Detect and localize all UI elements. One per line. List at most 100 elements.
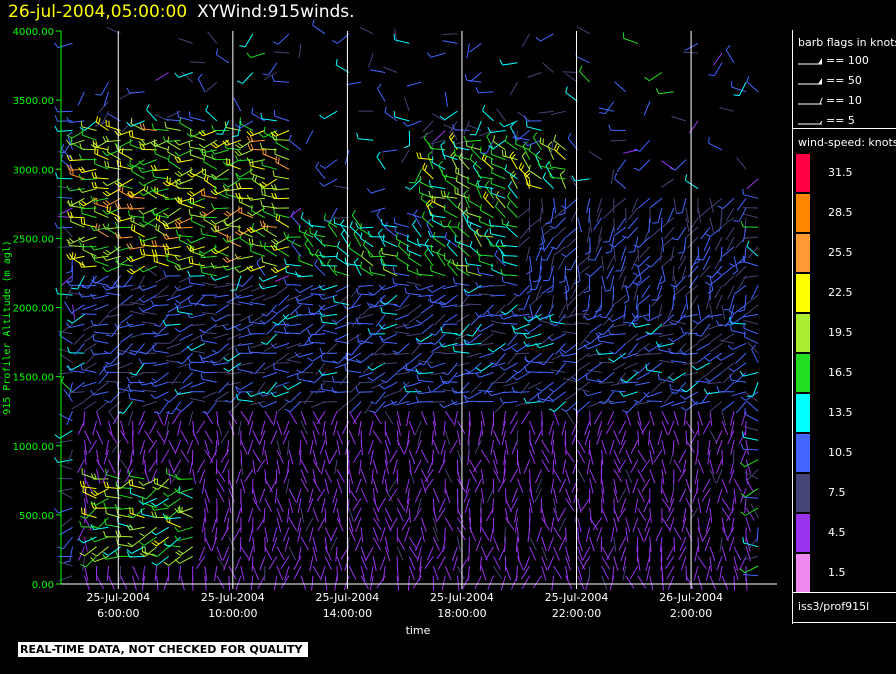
barb-flag (404, 287, 407, 294)
wind-barb (154, 381, 169, 387)
barb-flag (345, 352, 352, 356)
wind-barb (159, 401, 170, 414)
wind-barb (589, 469, 597, 484)
wind-barb (509, 420, 518, 435)
barb-flag (595, 332, 600, 338)
wind-barb (745, 488, 759, 498)
wind-barb (77, 91, 85, 106)
wind-barb (516, 372, 530, 381)
barb-flag (633, 399, 640, 403)
barb-flag (565, 86, 568, 93)
barb-flag (308, 379, 315, 384)
barb-flag (463, 135, 467, 142)
wind-barb (677, 256, 687, 270)
wind-barb (249, 197, 265, 201)
wind-barb (213, 294, 229, 298)
barb-flag (234, 253, 239, 260)
wind-barb (144, 526, 158, 537)
wind-barb (267, 381, 278, 395)
wind-barb (252, 179, 266, 190)
barb-flag (486, 131, 492, 137)
wind-barb (250, 226, 266, 234)
barb-flag (236, 283, 243, 287)
barb-flag (81, 166, 86, 173)
wind-barb (550, 369, 566, 373)
barb-flag (441, 169, 444, 176)
wind-barb (204, 488, 211, 503)
barb-flag (444, 232, 447, 239)
wind-barb (238, 301, 253, 306)
wind-barb (661, 575, 665, 591)
wind-barb (322, 389, 338, 393)
wind-barb (189, 61, 205, 64)
wind-barb (649, 207, 652, 223)
wind-barb (275, 236, 290, 245)
barb-flag (278, 215, 281, 222)
wind-barb (532, 137, 543, 151)
wind-barb (312, 459, 321, 473)
barb-flag (509, 151, 515, 157)
barb-flag (643, 391, 649, 398)
wind-barb (57, 196, 73, 199)
barb-flag (376, 151, 381, 158)
barb-flag (393, 33, 396, 40)
wind-barb (348, 478, 351, 494)
wind-barb (613, 294, 627, 305)
wind-barb (469, 362, 482, 373)
barb-flag (66, 164, 70, 171)
wind-barb (551, 440, 555, 456)
wind-barb (529, 449, 536, 464)
wind-barb (70, 173, 85, 180)
wind-barb (515, 143, 530, 151)
barb-flag (261, 181, 268, 186)
wind-barb (586, 198, 591, 214)
wind-barb (636, 372, 651, 381)
barb-flag (153, 324, 160, 327)
barb-flag (261, 188, 263, 195)
barb-flag (146, 104, 150, 111)
wind-barb (682, 51, 699, 54)
wind-barb (203, 139, 218, 149)
wind-barb (288, 410, 298, 425)
wind-barb (589, 507, 593, 523)
wind-barb (94, 555, 109, 563)
wind-barb (324, 159, 338, 169)
wind-barb (638, 275, 651, 286)
wind-barb (479, 498, 482, 514)
barb-flag (174, 157, 179, 163)
barb-flag (105, 190, 111, 195)
wind-barb (746, 178, 759, 190)
wind-barb (553, 488, 558, 504)
wind-barb (96, 411, 102, 426)
wind-barb (743, 496, 759, 499)
wind-barb (273, 323, 290, 326)
wind-barb (430, 301, 446, 306)
wind-barb (592, 217, 603, 231)
wind-barb (181, 401, 194, 412)
barb-flag (740, 462, 746, 468)
wind-barb (618, 536, 627, 551)
barb-flag (708, 137, 710, 144)
wind-barb (505, 565, 512, 581)
barb-flag (506, 201, 511, 208)
wind-barb (432, 342, 446, 352)
wind-barb (165, 119, 181, 122)
wind-barb (164, 411, 170, 426)
wind-barb (502, 274, 518, 277)
wind-barb (190, 116, 205, 122)
wind-barb (685, 478, 692, 494)
wind-barb (742, 227, 747, 243)
wind-barb (456, 180, 470, 190)
barb-flag (174, 303, 179, 309)
wind-barb (539, 313, 554, 321)
barb-flag (254, 175, 257, 182)
wind-barb (487, 575, 494, 590)
wind-barb (370, 449, 374, 465)
barb-flag (103, 251, 109, 256)
wind-barb (93, 391, 109, 396)
wind-barb (275, 265, 290, 274)
speed-bin-label: 16.5 (828, 366, 853, 379)
wind-barb (490, 330, 506, 335)
barb-flag (440, 375, 443, 382)
wind-barb (275, 142, 290, 151)
